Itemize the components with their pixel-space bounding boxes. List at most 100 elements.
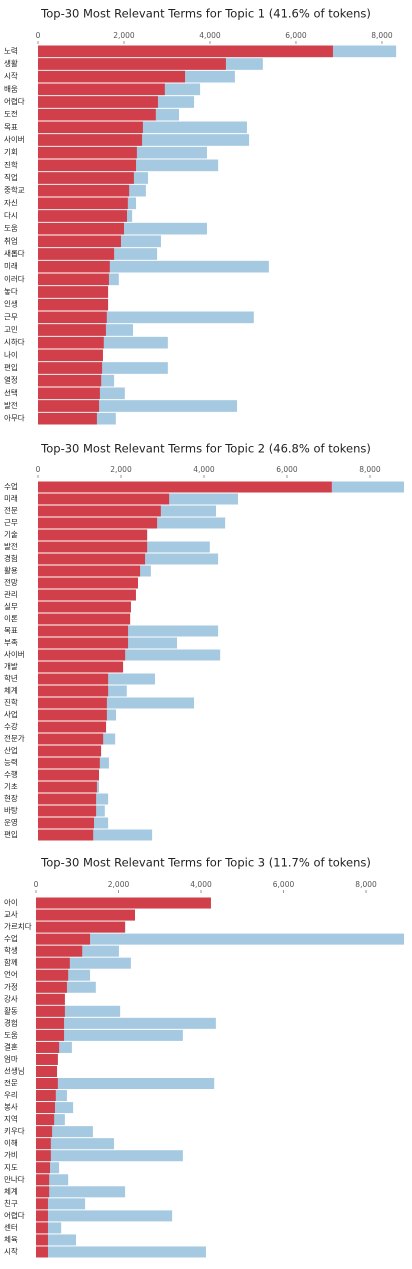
category-label: 체계 xyxy=(4,685,18,695)
bar xyxy=(38,349,103,362)
category-label: 학년 xyxy=(4,673,18,683)
bar xyxy=(38,769,99,781)
bar xyxy=(36,1138,114,1150)
bar xyxy=(38,733,104,745)
bar xyxy=(38,745,102,757)
category-label: 만나다 xyxy=(4,1175,25,1184)
category-label: 사이버 xyxy=(4,134,25,144)
category-label: 센터 xyxy=(4,1222,18,1232)
bar xyxy=(38,505,161,517)
bar xyxy=(38,553,146,565)
bar xyxy=(38,108,156,121)
category-label: 발전 xyxy=(4,541,18,551)
bar xyxy=(38,362,103,374)
category-label: 전문 xyxy=(4,1078,18,1088)
category-label: 가르치다 xyxy=(4,922,32,931)
bar xyxy=(38,613,131,625)
bar xyxy=(36,945,83,957)
x-tick-label: 2,000 xyxy=(108,880,130,889)
bar xyxy=(38,697,195,709)
category-label: 언어 xyxy=(4,969,18,979)
bar xyxy=(36,1198,48,1210)
bar xyxy=(36,1102,55,1114)
category-label: 친구 xyxy=(4,1198,18,1208)
category-label: 경험 xyxy=(4,1017,18,1027)
category-label: 시작 xyxy=(4,1246,18,1256)
bar xyxy=(38,601,131,613)
bar xyxy=(38,577,139,589)
category-label: 미래 xyxy=(4,494,18,503)
bar xyxy=(36,1150,51,1162)
category-label: 지역 xyxy=(4,1114,18,1124)
bar xyxy=(36,1174,69,1186)
bar xyxy=(36,993,65,1005)
category-label: 편입 xyxy=(4,829,18,839)
bar xyxy=(36,1162,51,1174)
bar xyxy=(36,1198,86,1210)
category-label: 진학 xyxy=(4,159,18,169)
category-label: 활용 xyxy=(4,565,18,575)
bar xyxy=(38,793,97,805)
x-tick-label: 6,000 xyxy=(273,880,295,889)
bar xyxy=(38,817,95,829)
bar xyxy=(38,529,148,541)
bar xyxy=(36,1029,183,1041)
category-label: 다시 xyxy=(4,211,18,220)
bar xyxy=(38,58,226,70)
bar xyxy=(38,649,221,661)
category-label: 경험 xyxy=(4,553,18,563)
category-label: 수업 xyxy=(4,482,18,491)
category-label: 미래 xyxy=(4,262,18,271)
bar xyxy=(38,362,168,374)
x-tick-label: 6,000 xyxy=(285,31,307,40)
bar xyxy=(38,248,115,260)
x-tick-label: 2,000 xyxy=(110,465,132,474)
bar xyxy=(36,897,211,909)
bar xyxy=(38,45,333,58)
category-label: 부족 xyxy=(4,638,18,647)
category-label: 진학 xyxy=(4,697,18,707)
bar xyxy=(38,829,153,841)
bar xyxy=(38,134,143,146)
category-label: 배움 xyxy=(4,84,18,93)
chart-title: Top-30 Most Relevant Terms for Topic 2 (… xyxy=(40,442,371,456)
bar xyxy=(36,1053,58,1065)
category-label: 사업 xyxy=(4,710,18,719)
x-tick-label: 0 xyxy=(36,465,41,474)
bar xyxy=(38,336,104,349)
category-label: 어렵다 xyxy=(4,96,25,106)
category-label: 목표 xyxy=(4,626,18,635)
bar xyxy=(38,121,143,134)
bar xyxy=(36,1246,48,1258)
bar xyxy=(38,311,254,324)
category-label: 중학교 xyxy=(4,185,25,195)
category-label: 나이 xyxy=(4,349,18,359)
bar xyxy=(38,172,134,184)
category-label: 시작 xyxy=(4,71,18,81)
category-label: 발전 xyxy=(4,400,18,410)
bar xyxy=(36,921,126,933)
bar xyxy=(38,222,124,235)
category-label: 어렵다 xyxy=(4,1210,25,1220)
category-label: 이해 xyxy=(4,1138,18,1148)
category-label: 실무 xyxy=(4,601,18,611)
bar xyxy=(38,709,107,721)
bar xyxy=(36,1186,126,1198)
category-label: 수업 xyxy=(4,934,18,943)
category-label: 도움 xyxy=(4,1030,18,1039)
bar xyxy=(38,400,238,412)
category-label: 기회 xyxy=(4,148,18,157)
category-label: 전문 xyxy=(4,505,18,515)
bar xyxy=(38,260,110,273)
bar xyxy=(38,311,107,324)
category-label: 열정 xyxy=(4,375,18,385)
category-label: 개발 xyxy=(4,661,18,671)
category-label: 활동 xyxy=(4,1005,18,1015)
bar xyxy=(36,1078,215,1090)
bar xyxy=(38,387,100,400)
bar xyxy=(38,159,137,172)
category-label: 키우다 xyxy=(4,1127,25,1136)
bar xyxy=(36,1222,62,1234)
category-label: 새롭다 xyxy=(4,249,25,258)
bar xyxy=(36,1041,60,1053)
